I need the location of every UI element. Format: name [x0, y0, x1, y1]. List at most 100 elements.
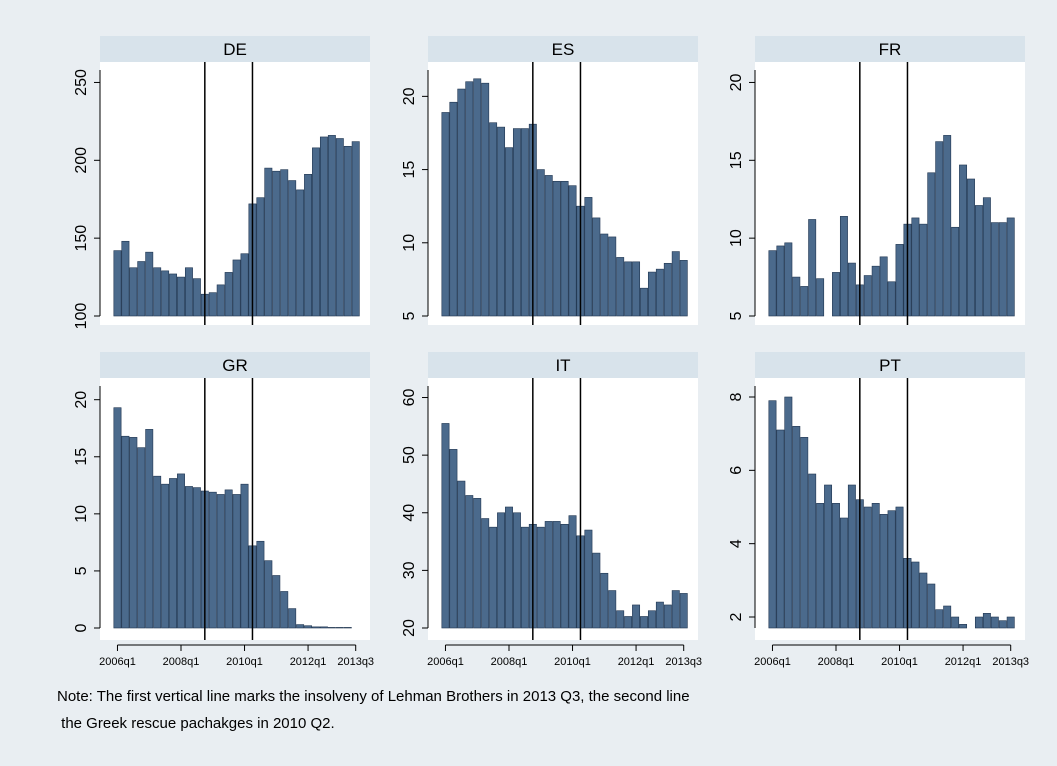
bar — [784, 242, 793, 317]
bar — [552, 180, 561, 317]
bar — [768, 250, 777, 317]
panel-title: IT — [555, 356, 570, 375]
x-tick-label: 2012q1 — [618, 656, 655, 668]
bar — [600, 233, 609, 317]
bar — [800, 286, 809, 317]
bar — [927, 172, 936, 317]
y-tick-label: 60 — [401, 389, 418, 407]
bar — [887, 510, 896, 629]
bar — [536, 526, 545, 629]
y-tick-label: 100 — [73, 303, 90, 330]
bar — [335, 138, 344, 317]
bar — [192, 487, 201, 629]
y-tick-label: 15 — [73, 448, 90, 466]
bar — [304, 625, 313, 629]
bar — [129, 437, 138, 629]
y-tick-label: 40 — [401, 504, 418, 522]
bar — [967, 178, 975, 317]
bar — [512, 128, 521, 317]
bar — [256, 540, 265, 629]
bar — [544, 521, 553, 629]
bar — [280, 591, 289, 629]
bar — [943, 135, 952, 317]
y-tick-label: 10 — [401, 234, 418, 252]
bar — [792, 426, 801, 629]
bar — [640, 287, 648, 317]
bar — [319, 136, 328, 317]
bar — [959, 624, 968, 629]
bar — [232, 259, 241, 317]
bar — [792, 276, 801, 317]
bar — [935, 609, 944, 629]
bar — [584, 529, 593, 629]
bar — [832, 272, 840, 317]
bar — [895, 506, 904, 629]
bar — [327, 627, 336, 629]
bar — [679, 260, 688, 317]
y-tick-label: 0 — [73, 623, 90, 632]
y-tick-label: 15 — [728, 151, 745, 169]
bar — [481, 518, 490, 629]
bar — [895, 244, 904, 317]
bar — [816, 278, 825, 317]
y-tick-label: 250 — [73, 69, 90, 96]
bar — [319, 626, 328, 629]
bar — [312, 147, 320, 317]
x-tick-label: 2010q1 — [881, 656, 918, 668]
bar — [616, 610, 625, 629]
bar — [312, 626, 320, 629]
bar — [871, 503, 880, 629]
bar — [441, 112, 450, 317]
bar — [847, 262, 856, 317]
bar — [327, 135, 336, 317]
y-tick-label: 50 — [401, 446, 418, 464]
bar — [816, 503, 825, 629]
bar — [520, 526, 529, 629]
panel-header — [100, 352, 370, 378]
bar — [296, 624, 305, 629]
panel-header — [755, 36, 1025, 62]
bar — [457, 88, 466, 317]
bar — [343, 627, 352, 629]
bar — [808, 219, 817, 317]
panel-title: ES — [552, 40, 575, 59]
x-tick-label: 2010q1 — [554, 656, 591, 668]
bar — [982, 613, 991, 629]
bar — [847, 484, 856, 629]
panel-title: PT — [879, 356, 901, 375]
bar — [640, 616, 648, 629]
bar — [288, 608, 297, 629]
bar — [335, 627, 344, 629]
panel-header — [100, 36, 370, 62]
y-tick-label: 15 — [401, 161, 418, 179]
x-tick-label: 2013q3 — [337, 656, 374, 668]
x-tick-label: 2008q1 — [818, 656, 855, 668]
bar — [473, 78, 482, 317]
bar — [616, 257, 625, 317]
bar — [600, 572, 609, 629]
bar — [663, 262, 672, 317]
bar — [489, 526, 498, 629]
y-tick-label: 6 — [728, 466, 745, 475]
bar — [663, 604, 672, 629]
y-tick-label: 5 — [73, 566, 90, 575]
bar — [280, 169, 289, 317]
bar — [473, 498, 482, 629]
bar — [655, 268, 664, 317]
bar — [113, 407, 122, 629]
y-tick-label: 200 — [73, 147, 90, 174]
bar — [824, 484, 833, 629]
bar — [184, 486, 193, 629]
bar — [121, 435, 130, 629]
bar — [256, 197, 265, 317]
bar — [351, 141, 360, 317]
bar — [584, 197, 593, 317]
y-tick-label: 20 — [401, 87, 418, 105]
bar — [592, 552, 601, 629]
y-tick-label: 4 — [728, 539, 745, 548]
x-tick-label: 2008q1 — [491, 656, 528, 668]
bar — [998, 620, 1007, 629]
note: the Greek rescue pachakges in 2010 Q2. — [57, 715, 335, 732]
bar — [655, 601, 664, 629]
